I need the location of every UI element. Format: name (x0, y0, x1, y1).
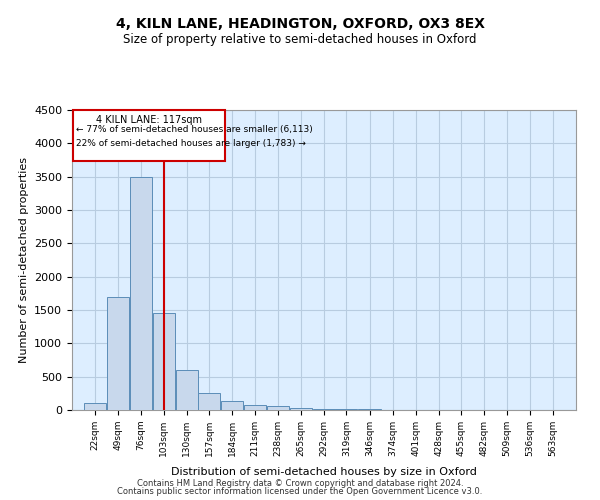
X-axis label: Distribution of semi-detached houses by size in Oxford: Distribution of semi-detached houses by … (171, 467, 477, 477)
FancyBboxPatch shape (73, 110, 225, 162)
Text: 4, KILN LANE, HEADINGTON, OXFORD, OX3 8EX: 4, KILN LANE, HEADINGTON, OXFORD, OX3 8E… (115, 18, 485, 32)
Bar (199, 392, 220, 410)
Text: Contains public sector information licensed under the Open Government Licence v3: Contains public sector information licen… (118, 487, 482, 496)
Bar (152, 314, 175, 410)
Bar (84, 404, 106, 410)
Bar (290, 408, 312, 410)
Text: Contains HM Land Registry data © Crown copyright and database right 2024.: Contains HM Land Registry data © Crown c… (137, 478, 463, 488)
Bar (313, 408, 335, 410)
Bar (244, 404, 266, 410)
Bar (176, 370, 197, 410)
Y-axis label: Number of semi-detached properties: Number of semi-detached properties (19, 157, 29, 363)
Bar (107, 296, 129, 410)
Bar (130, 176, 152, 410)
Text: ← 77% of semi-detached houses are smaller (6,113): ← 77% of semi-detached houses are smalle… (76, 126, 313, 134)
Bar (335, 409, 358, 410)
Text: 4 KILN LANE: 117sqm: 4 KILN LANE: 117sqm (96, 114, 202, 124)
Bar (221, 400, 244, 410)
Bar (267, 406, 289, 410)
Text: 22% of semi-detached houses are larger (1,783) →: 22% of semi-detached houses are larger (… (76, 140, 306, 148)
Text: Size of property relative to semi-detached houses in Oxford: Size of property relative to semi-detach… (123, 32, 477, 46)
